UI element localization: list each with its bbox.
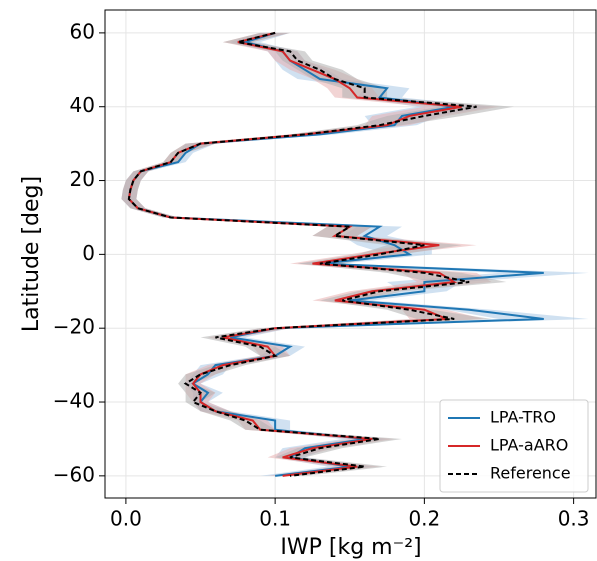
x-tick-label: 0.1 bbox=[259, 507, 291, 531]
plot-frame bbox=[104, 9, 597, 499]
x-axis-title: IWP [kg m⁻²] bbox=[280, 535, 421, 560]
legend-label: Reference bbox=[490, 464, 571, 483]
x-tick-label: 0.2 bbox=[408, 507, 440, 531]
y-tick-label: −60 bbox=[53, 462, 95, 486]
y-tick-label: 60 bbox=[70, 19, 95, 43]
y-tick-label: −20 bbox=[53, 315, 95, 339]
series-line bbox=[127, 31, 462, 477]
y-axis-title: Latitude [deg] bbox=[19, 176, 44, 332]
y-tick-label: 40 bbox=[70, 93, 95, 117]
y-tick-label: 0 bbox=[82, 241, 95, 265]
legend-label: LPA-TRO bbox=[490, 408, 556, 427]
y-tick-label: −40 bbox=[53, 389, 95, 413]
y-tick-label: 20 bbox=[70, 167, 95, 191]
legend-box bbox=[439, 399, 589, 493]
legend-label: LPA-aARO bbox=[490, 436, 568, 455]
x-tick-label: 0.0 bbox=[110, 507, 142, 531]
x-tick-label: 0.3 bbox=[558, 507, 590, 531]
series-line bbox=[127, 31, 477, 477]
